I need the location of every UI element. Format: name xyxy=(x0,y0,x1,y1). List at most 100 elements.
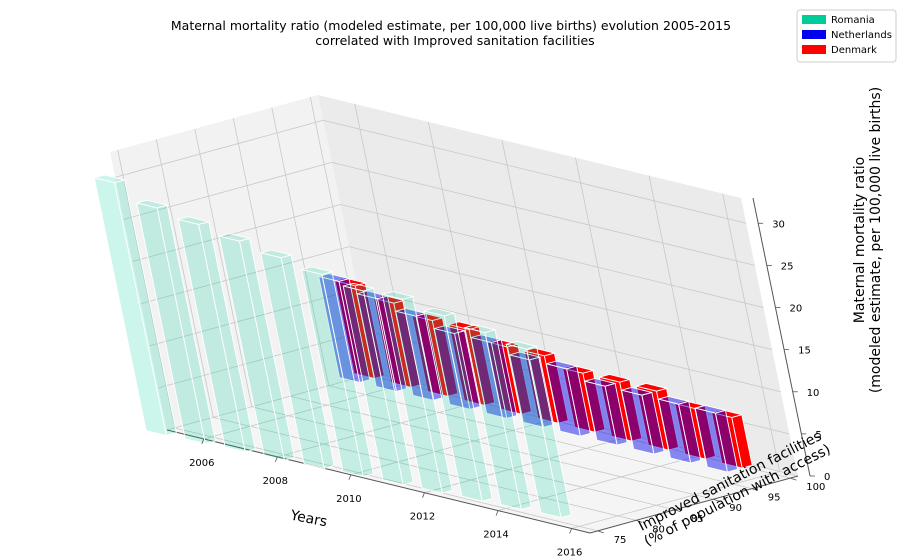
grid-z-back xyxy=(357,288,781,393)
bar-netherlands xyxy=(656,395,702,464)
bar-romania xyxy=(259,249,335,469)
grid-z-left xyxy=(166,372,376,431)
z-tick-label: 30 xyxy=(772,219,785,230)
bar-romania xyxy=(463,324,532,511)
grid-y-left xyxy=(271,107,330,386)
bar-top-face xyxy=(634,382,669,392)
z-tick-label: 25 xyxy=(781,261,794,272)
grid-z-back xyxy=(323,119,747,224)
grid-y-floor xyxy=(328,385,752,490)
legend-label-romania: Romania xyxy=(831,15,875,26)
bar-netherlands xyxy=(470,334,518,419)
bar-top-face xyxy=(380,291,415,300)
x-tick-mark xyxy=(569,528,572,534)
bar-top-face xyxy=(136,199,169,209)
y-tick-mark xyxy=(713,498,720,502)
bar-romania xyxy=(92,174,177,437)
legend-label-netherlands: Netherlands xyxy=(831,30,892,41)
bar-top-face xyxy=(318,273,350,282)
bar-netherlands xyxy=(432,325,481,410)
grid-y-left xyxy=(155,139,214,418)
x-tick-label: 2014 xyxy=(483,530,508,541)
legend: Romania Netherlands Denmark xyxy=(796,9,897,63)
bar-top-face xyxy=(522,347,557,357)
grid-x-back xyxy=(722,193,781,472)
z-axis-label-line-2: (modeled estimate, per 100,000 live birt… xyxy=(868,87,884,393)
bar-top-face xyxy=(219,233,250,242)
grid-x-floor xyxy=(203,381,412,440)
grid-z-left xyxy=(140,246,350,305)
bar-netherlands xyxy=(619,386,665,455)
grid-y-floor xyxy=(213,416,637,521)
axes-panes xyxy=(110,95,798,533)
bar-top-face xyxy=(343,282,376,292)
grid-y-left xyxy=(194,128,253,407)
grid-z-left xyxy=(115,119,324,178)
bar-top-face xyxy=(656,395,691,405)
legend-swatch-romania xyxy=(802,15,826,24)
grid-x-floor xyxy=(571,471,780,529)
bar-netherlands xyxy=(507,351,555,428)
bar-top-face xyxy=(584,378,617,387)
x-axis-line xyxy=(166,429,591,534)
legend-label-denmark: Denmark xyxy=(831,45,877,56)
grid-y-floor xyxy=(251,406,675,511)
x-tick-label: 2008 xyxy=(263,476,288,487)
grid-z-back xyxy=(331,162,755,266)
y-tick-label: 85 xyxy=(691,514,704,525)
bar-top-face xyxy=(546,360,579,370)
bar-romania xyxy=(218,233,295,461)
z-tick-label: 10 xyxy=(807,388,820,399)
x-tick-label: 2012 xyxy=(410,512,435,523)
grid-x-floor xyxy=(497,453,707,511)
bar-top-face xyxy=(507,351,542,361)
z-axis-line xyxy=(752,197,811,477)
bar-romania xyxy=(342,282,414,486)
x-tick-label: 2010 xyxy=(336,494,361,505)
z-tick-label: 20 xyxy=(790,304,803,315)
grid-z-left xyxy=(123,162,332,220)
legend-swatch-netherlands xyxy=(802,30,826,39)
bar-top-face xyxy=(394,307,428,317)
bar-top-face xyxy=(463,324,497,334)
y-tick-mark xyxy=(597,530,604,534)
bar-romania xyxy=(504,340,572,519)
bar-top-face xyxy=(619,386,653,396)
z-tick-label: 0 xyxy=(824,472,830,483)
x-tick-mark xyxy=(274,456,278,463)
bar-romania xyxy=(136,199,216,445)
y-tick-mark xyxy=(790,477,797,481)
grid-z-left xyxy=(132,204,341,262)
y-tick-label: 90 xyxy=(729,503,742,514)
x-tick-label: 2006 xyxy=(189,458,214,469)
bar-netherlands xyxy=(694,404,739,473)
chart-title-line-1: Maternal mortality ratio (modeled estima… xyxy=(171,18,731,33)
z-axis-label: Maternal mortality ratio (modeled estima… xyxy=(852,87,884,393)
y-tick-label: 75 xyxy=(614,535,627,546)
z-tick-label: 5 xyxy=(815,430,821,441)
y-tick-label: 95 xyxy=(768,493,781,504)
bar-netherlands xyxy=(584,378,628,446)
tick-labels: 2006200820102012201420167580859095100051… xyxy=(189,219,830,558)
bar-romania xyxy=(380,291,453,494)
y-tick-mark xyxy=(636,519,643,523)
y-tick-mark xyxy=(751,488,758,492)
grid-x-floor xyxy=(277,399,486,458)
grid-z-back xyxy=(340,204,764,308)
bar-top-face xyxy=(301,266,333,275)
grid-x-floor xyxy=(350,417,560,476)
bar-top-face xyxy=(259,249,293,259)
x-axis-label: Years xyxy=(288,507,328,530)
series-romania xyxy=(92,174,572,519)
x-tick-mark xyxy=(201,438,205,445)
bar-top-face xyxy=(176,216,209,225)
grid-y-left xyxy=(117,149,176,428)
bar-netherlands xyxy=(545,360,591,437)
y-tick-label: 80 xyxy=(652,524,665,535)
z-tick-label: 15 xyxy=(798,346,811,357)
left-pane xyxy=(110,95,375,430)
x-tick-mark xyxy=(495,510,499,516)
y-axis-line xyxy=(589,475,799,534)
bar-top-face xyxy=(423,307,455,317)
